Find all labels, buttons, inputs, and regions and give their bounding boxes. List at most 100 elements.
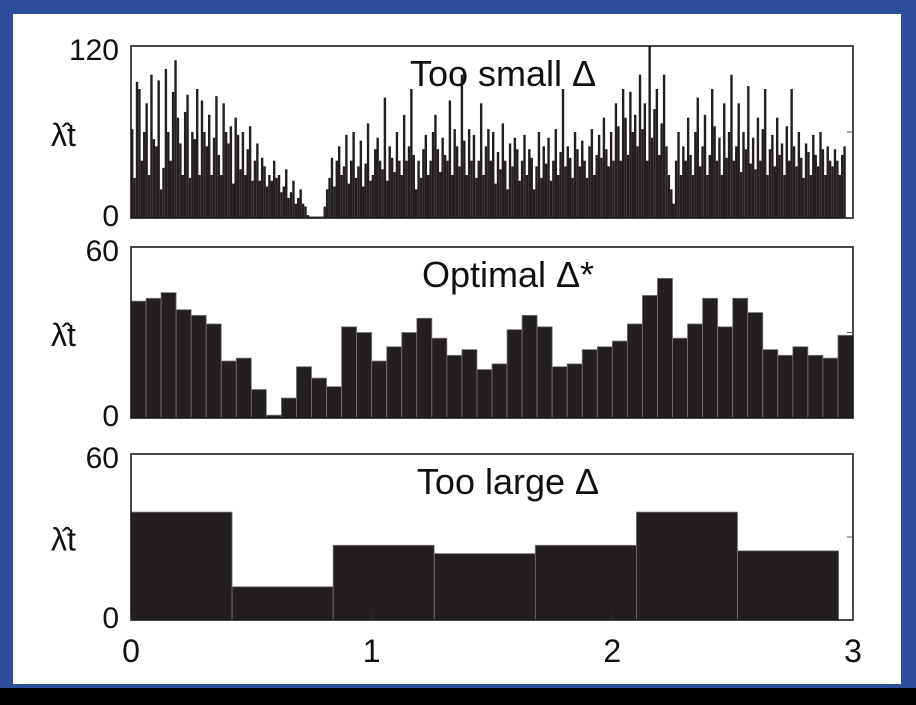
too-small-bar [544,163,548,218]
too-small-bar [511,166,514,218]
too-small-bar [754,169,757,218]
too-small-bar [217,154,221,218]
too-small-bar [691,175,695,218]
too-small-bar [448,100,452,218]
too-small-bar [236,134,240,218]
too-small-bar [345,134,348,218]
too-small-bar [496,152,500,218]
too-large-ytick-top: 60 [86,442,119,475]
too-small-bar [554,129,557,218]
optimal-bar [190,314,207,419]
too-small-bar [682,146,685,218]
too-small-bar [573,132,577,218]
too-small-bar [804,143,808,218]
too-small-bar [239,169,242,218]
too-small-bar [566,146,570,218]
too-small-bar [727,132,731,218]
too-small-bar [643,103,647,218]
too-small-bar [713,126,716,218]
too-small-bar [292,180,295,218]
optimal-bar [416,317,433,419]
too-small-bar [749,163,752,218]
too-small-bar [162,167,165,218]
too-small-bar [629,91,632,218]
too-small-bar [674,160,678,218]
too-small-bar [672,203,675,218]
too-small-bar [347,183,351,218]
too-small-bar [131,129,134,218]
too-small-bar [506,189,509,218]
too-small-bar [641,129,644,218]
optimal-bar [732,297,749,419]
too-small-bar [133,177,136,218]
too-small-bar [670,189,673,218]
too-small-bar [655,89,659,218]
too-small-bar [711,89,714,218]
too-small-bar [843,146,846,218]
too-small-bar [198,175,201,218]
too-large-bar [534,544,637,621]
too-small-bar [773,166,776,218]
optimal-bar [521,314,538,419]
optimal-bar [762,349,779,419]
too-small-bar [410,89,413,218]
too-small-bar [463,140,466,218]
too-small-bar [778,154,781,218]
too-small-bar [602,117,606,218]
optimal-bar [596,346,613,419]
too-small-bar [824,175,827,218]
too-small-bar [802,177,805,218]
too-small-bar [400,175,403,218]
too-small-bar [159,189,163,218]
too-small-bar [272,160,276,218]
too-small-bar [698,166,702,218]
too-small-bar [436,149,440,218]
too-small-bar [638,74,642,218]
too-small-bar [504,160,507,218]
too-small-bar [689,154,692,218]
too-small-bar [807,152,810,218]
optimal-bar [160,292,177,419]
too-small-bar [210,175,213,218]
too-small-bar [840,154,844,218]
too-small-bar [819,132,822,218]
too-small-bar [751,137,755,218]
optimal-bar [476,369,493,419]
optimal-title: Optimal Δ* [422,254,594,295]
too-small-bar [703,114,707,218]
too-small-bar [268,175,271,218]
too-small-bar [609,132,613,218]
optimal-bar [536,326,553,419]
too-small-bar [795,166,798,218]
too-small-bar [571,177,574,218]
too-small-bar [583,160,586,218]
xtick-label: 0 [122,633,140,669]
too-small-bar [193,139,196,218]
too-small-bar [831,166,834,218]
too-small-bar [299,189,302,218]
too-small-bar [684,160,687,218]
too-small-bar [771,134,774,218]
too-small-bar [706,175,709,218]
too-small-bar [203,132,206,218]
too-small-bar [304,206,307,218]
optimal-bar [506,329,523,419]
too-small-bar [174,60,177,218]
too-large-bar [737,550,839,621]
too-small-bar [253,160,257,218]
too-small-bar [354,177,358,218]
too-small-bar [742,132,745,218]
optimal-bar [145,297,162,419]
too-small-bar [730,74,733,218]
too-small-bar [489,160,492,218]
too-small-bar [460,74,464,218]
too-small-bar [826,146,829,218]
optimal-ytick-top: 60 [86,235,119,268]
too-small-bar [475,177,478,218]
too-small-bar [294,203,298,218]
too-small-bar [556,175,560,218]
too-small-bar [256,143,259,218]
too-small-bar [470,160,473,218]
too-small-bar [581,140,584,218]
too-small-bar [759,160,762,218]
